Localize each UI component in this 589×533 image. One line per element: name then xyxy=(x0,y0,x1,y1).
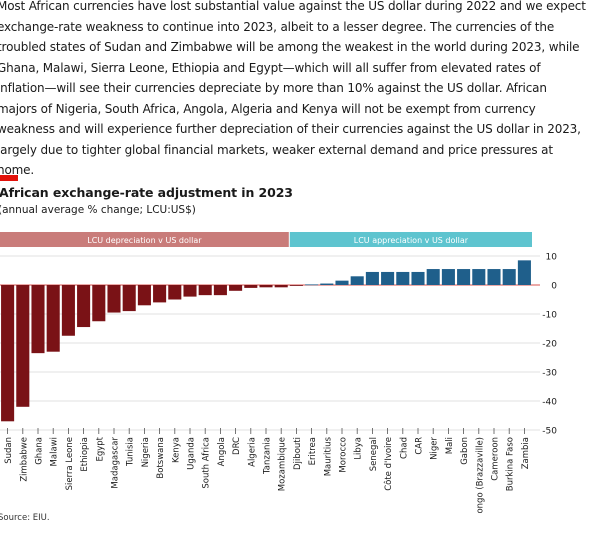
bar xyxy=(31,285,45,354)
bar xyxy=(487,269,501,285)
x-tick-label: Egypt xyxy=(95,436,105,461)
bar xyxy=(137,285,151,306)
bar xyxy=(229,285,243,291)
x-tick-label: Sierra Leone xyxy=(65,437,75,490)
x-tick-label: Zimbabwe xyxy=(19,437,29,482)
article-paragraph: Most African currencies have lost substa… xyxy=(0,0,586,177)
x-tick-label: Cameroon xyxy=(491,437,501,481)
x-tick-label: South Africa xyxy=(202,437,212,489)
bar xyxy=(153,285,167,303)
x-tick-label: DRC xyxy=(232,437,242,455)
bar xyxy=(305,284,319,286)
x-tick-label: Eritrea xyxy=(308,437,318,465)
x-tick-label: Algeria xyxy=(247,437,257,467)
bar xyxy=(61,285,75,336)
x-tick-label: Libya xyxy=(354,437,364,460)
chart-title: African exchange-rate adjustment in 2023 xyxy=(0,185,293,200)
x-tick-label: Kenya xyxy=(171,437,181,463)
bar xyxy=(365,271,379,285)
bar xyxy=(441,269,455,285)
bar xyxy=(16,285,30,407)
x-tick-label: Gabon xyxy=(460,437,470,465)
x-tick-label: Malawi xyxy=(50,437,60,466)
bar xyxy=(350,276,364,285)
y-tick-label: -10 xyxy=(542,311,557,321)
x-tick-label: Côte d'Ivoire xyxy=(383,437,394,491)
bar xyxy=(472,269,486,285)
y-tick-label: 0 xyxy=(551,282,557,292)
x-tick-label: CAR xyxy=(415,437,425,455)
bar xyxy=(274,285,288,288)
x-tick-label: Djibouti xyxy=(293,437,303,470)
y-tick-label: -40 xyxy=(542,398,557,408)
x-tick-label: Botswana xyxy=(156,437,166,479)
bar xyxy=(259,285,273,288)
chart-subtitle: (annual average % change; LCU:US$) xyxy=(0,204,196,216)
source-note: Source: EIU. xyxy=(0,513,50,523)
x-tick-label: Tunisia xyxy=(126,437,136,467)
accent-red-bar xyxy=(0,175,18,181)
bar xyxy=(457,269,471,285)
x-tick-label: Tanzania xyxy=(263,437,273,475)
bar xyxy=(198,285,212,296)
bar xyxy=(320,283,334,285)
x-tick-label: Mali xyxy=(445,437,455,454)
depreciation-band-label: LCU depreciation v US dollar xyxy=(87,236,202,245)
x-tick-label: Mozambique xyxy=(278,437,288,491)
x-tick-label: Nigeria xyxy=(141,437,151,467)
appreciation-band xyxy=(289,232,532,247)
bar xyxy=(396,271,410,285)
bar xyxy=(122,285,136,312)
x-tick-label: Chad xyxy=(399,437,409,459)
x-tick-label: Senegal xyxy=(369,437,379,471)
bar xyxy=(381,271,395,285)
appreciation-band-label: LCU appreciation v US dollar xyxy=(354,236,469,245)
y-tick-label: -20 xyxy=(542,340,557,350)
x-tick-label: Mauritius xyxy=(323,436,333,476)
bar xyxy=(426,269,440,285)
x-tick-label: Burkina Faso xyxy=(506,437,516,491)
bar xyxy=(502,269,516,285)
x-tick-label: Zambia xyxy=(521,437,531,469)
bar xyxy=(289,285,303,286)
x-tick-label: Ghana xyxy=(35,437,45,465)
x-tick-label: Angola xyxy=(217,437,227,466)
bar xyxy=(77,285,91,328)
bar xyxy=(335,280,349,285)
bar xyxy=(46,285,60,352)
x-tick-label: Morocco xyxy=(339,437,349,473)
y-tick-label: 10 xyxy=(546,253,558,263)
bar xyxy=(411,271,425,285)
y-tick-label: -50 xyxy=(542,427,557,437)
bar xyxy=(168,285,182,300)
bar xyxy=(213,285,227,296)
bar xyxy=(244,285,258,288)
bar xyxy=(1,285,15,422)
x-tick-label: Niger xyxy=(430,436,440,459)
bar xyxy=(92,285,106,322)
exchange-rate-chart: 10 0 -10 -20 -30 -40 -50 LCU depreciation v US … xyxy=(0,232,558,513)
x-tick-label: Sudan xyxy=(4,437,14,464)
x-tick-label: Uganda xyxy=(187,437,197,470)
x-tick-label: Madagascar xyxy=(111,437,121,489)
x-tick-label: Congo (Brazzaville) xyxy=(475,437,485,513)
x-tick-label: Ethiopia xyxy=(80,437,90,472)
y-tick-label: -30 xyxy=(542,369,557,379)
bar xyxy=(183,285,197,297)
bar xyxy=(107,285,121,313)
depreciation-band xyxy=(0,232,289,247)
bar xyxy=(517,260,531,285)
